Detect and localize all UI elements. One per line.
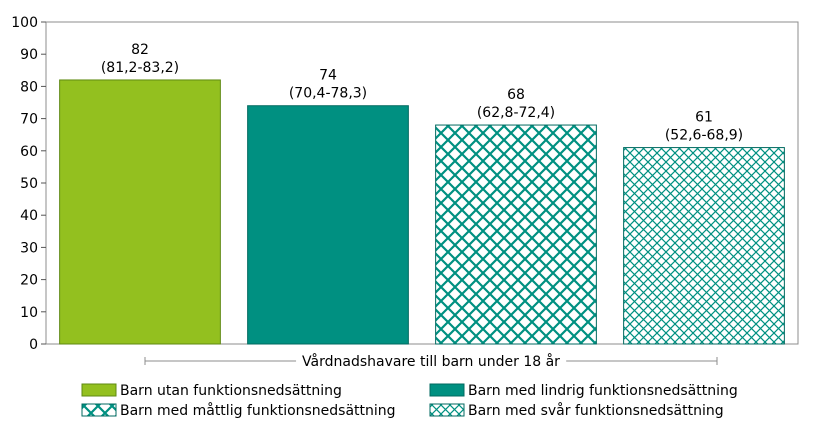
x-axis-label-background	[296, 352, 567, 371]
bar	[247, 105, 409, 345]
legend-label: Barn med svår funktionsnedsättning	[468, 402, 724, 419]
y-tick-label: 100	[11, 15, 38, 31]
legend-swatch	[429, 383, 465, 397]
legend-swatch	[81, 403, 117, 417]
legend-swatch	[81, 383, 117, 397]
bar	[59, 79, 221, 345]
bar-value-label: 82	[131, 42, 149, 58]
bar-ci-label: (52,6-68,9)	[665, 128, 743, 144]
bar	[623, 147, 785, 345]
y-tick-label: 90	[20, 47, 38, 63]
bar-ci-label: (62,8-72,4)	[477, 105, 555, 121]
y-tick-label: 80	[20, 79, 38, 95]
bar	[435, 124, 597, 345]
y-tick-label: 50	[20, 176, 38, 192]
y-tick-label: 20	[20, 273, 38, 289]
bar-ci-label: (81,2-83,2)	[101, 60, 179, 76]
y-tick-label: 30	[20, 240, 38, 256]
y-tick-label: 70	[20, 112, 38, 128]
bar-value-label: 61	[695, 110, 713, 126]
x-axis-label: Vårdnadshavare till barn under 18 år	[302, 353, 560, 370]
bar-value-label: 74	[319, 68, 337, 84]
y-tick-label: 60	[20, 144, 38, 160]
legend-label: Barn med lindrig funktionsnedsättning	[468, 383, 738, 399]
y-tick-label: 0	[29, 337, 38, 353]
legend-label: Barn med måttlig funktionsnedsättning	[120, 402, 396, 419]
bar-ci-label: (70,4-78,3)	[289, 86, 367, 102]
y-tick-label: 10	[20, 305, 38, 321]
legend-label: Barn utan funktionsnedsättning	[120, 383, 342, 399]
bar-value-label: 68	[507, 87, 525, 103]
legend-swatch	[429, 403, 465, 417]
y-tick-label: 40	[20, 208, 38, 224]
